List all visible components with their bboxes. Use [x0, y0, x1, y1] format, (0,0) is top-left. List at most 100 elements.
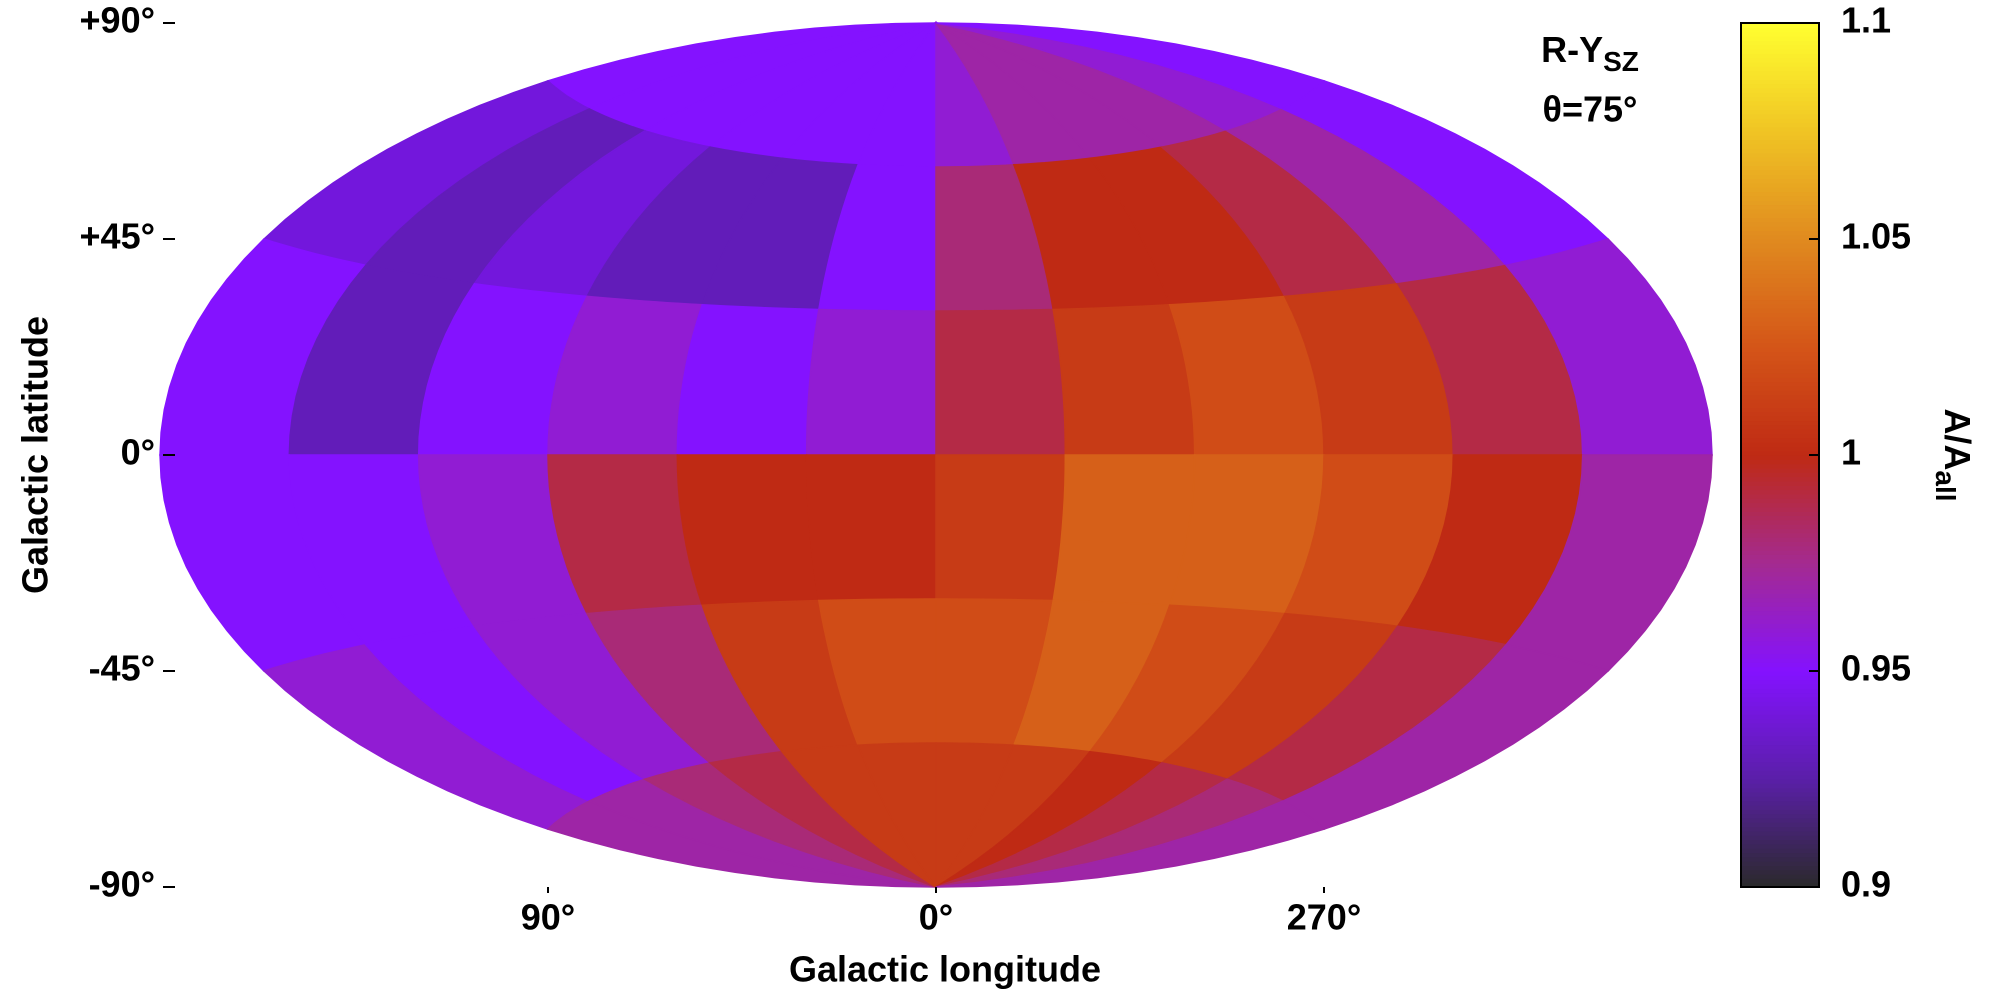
- colorbar-band: [1741, 139, 1819, 145]
- colorbar-band: [1741, 826, 1819, 832]
- colorbar-band: [1741, 403, 1819, 409]
- colorbar-band: [1741, 485, 1819, 491]
- colorbar-tick-label: 0.9: [1841, 864, 1891, 905]
- colorbar-band: [1741, 666, 1819, 672]
- colorbar-band: [1741, 161, 1819, 167]
- colorbar-band: [1741, 467, 1819, 473]
- colorbar-band: [1741, 588, 1819, 594]
- colorbar-band: [1741, 511, 1819, 517]
- colorbar-band: [1741, 334, 1819, 339]
- colorbar-band: [1741, 766, 1819, 771]
- colorbar-band: [1741, 861, 1819, 866]
- colorbar-band: [1741, 230, 1819, 236]
- colorbar-tick-label: 0.95: [1841, 648, 1911, 689]
- colorbar-band: [1741, 563, 1819, 568]
- colorbar-band: [1741, 100, 1819, 106]
- colorbar-band: [1741, 57, 1819, 63]
- colorbar-band: [1741, 450, 1819, 456]
- colorbar-band: [1741, 804, 1819, 810]
- colorbar-label: A/Aall: [1930, 408, 1979, 501]
- colorbar-band: [1741, 480, 1819, 486]
- colorbar-band: [1741, 420, 1819, 426]
- colorbar-tick-label: 1.05: [1841, 216, 1911, 257]
- colorbar-band: [1741, 774, 1819, 780]
- x-tick-label: 90°: [521, 897, 575, 938]
- colorbar-band: [1741, 593, 1819, 599]
- colorbar-band: [1741, 200, 1819, 206]
- chart-subtitle: θ=75°: [1543, 89, 1638, 130]
- colorbar-band: [1741, 558, 1819, 564]
- colorbar-band: [1741, 865, 1819, 871]
- colorbar-band: [1741, 761, 1819, 767]
- colorbar-band: [1741, 282, 1819, 288]
- map-cell: [1052, 454, 1196, 607]
- colorbar-band: [1741, 800, 1819, 806]
- colorbar-band: [1741, 23, 1819, 28]
- colorbar-band: [1741, 554, 1819, 560]
- colorbar-band: [1741, 243, 1819, 249]
- colorbar-band: [1741, 770, 1819, 776]
- colorbar-band: [1741, 66, 1819, 72]
- colorbar-band: [1741, 178, 1819, 184]
- colorbar-band: [1741, 61, 1819, 67]
- colorbar-band: [1741, 463, 1819, 469]
- colorbar-band: [1741, 165, 1819, 171]
- colorbar-band: [1741, 44, 1819, 50]
- x-tick-label: 270°: [1287, 897, 1361, 938]
- colorbar-band: [1741, 493, 1819, 499]
- colorbar-band: [1741, 528, 1819, 534]
- colorbar-band: [1741, 735, 1819, 741]
- colorbar-band: [1741, 740, 1819, 746]
- colorbar-band: [1741, 325, 1819, 331]
- colorbar-band: [1741, 312, 1819, 318]
- colorbar-band: [1741, 688, 1819, 694]
- colorbar-band: [1741, 169, 1819, 175]
- colorbar-band: [1741, 109, 1819, 115]
- colorbar-band: [1741, 27, 1819, 33]
- colorbar-band: [1741, 381, 1819, 387]
- colorbar-band: [1741, 338, 1819, 344]
- colorbar-band: [1741, 532, 1819, 538]
- colorbar-band: [1741, 174, 1819, 180]
- colorbar-band: [1741, 848, 1819, 854]
- colorbar-band: [1741, 584, 1819, 590]
- colorbar-band: [1741, 152, 1819, 158]
- colorbar-band: [1741, 550, 1819, 555]
- colorbar-band: [1741, 372, 1819, 378]
- colorbar-band: [1741, 87, 1819, 93]
- colorbar-band: [1741, 446, 1819, 452]
- colorbar-band: [1741, 653, 1819, 659]
- colorbar-band: [1741, 545, 1819, 551]
- colorbar-band: [1741, 787, 1819, 793]
- colorbar-band: [1741, 748, 1819, 754]
- colorbar-band: [1741, 442, 1819, 447]
- title-subscript: SZ: [1603, 46, 1639, 77]
- colorbar-band: [1741, 105, 1819, 110]
- colorbar-band: [1741, 683, 1819, 689]
- y-tick-label: 0°: [121, 432, 155, 473]
- colorbar-band: [1741, 347, 1819, 352]
- colorbar-band: [1741, 843, 1819, 849]
- colorbar-band: [1741, 649, 1819, 655]
- colorbar-band: [1741, 299, 1819, 305]
- colorbar-band: [1741, 614, 1819, 620]
- map-cell: [805, 454, 937, 602]
- colorbar-band: [1741, 718, 1819, 724]
- map-cell: [676, 303, 820, 456]
- colorbar-band: [1741, 705, 1819, 711]
- colorbar-band: [1741, 632, 1819, 638]
- colorbar-band: [1741, 424, 1819, 430]
- colorbar-band: [1741, 783, 1819, 789]
- colorbar-band: [1741, 31, 1819, 37]
- colorbar-band: [1741, 92, 1819, 98]
- colorbar-band: [1741, 308, 1819, 314]
- colorbar-band: [1741, 679, 1819, 685]
- colorbar-band: [1741, 385, 1819, 391]
- colorbar-band: [1741, 433, 1819, 439]
- colorbar-band: [1741, 662, 1819, 668]
- y-tick-label: -45°: [89, 648, 155, 689]
- colorbar-band: [1741, 70, 1819, 76]
- colorbar-band: [1741, 40, 1819, 46]
- colorbar-band: [1741, 692, 1819, 698]
